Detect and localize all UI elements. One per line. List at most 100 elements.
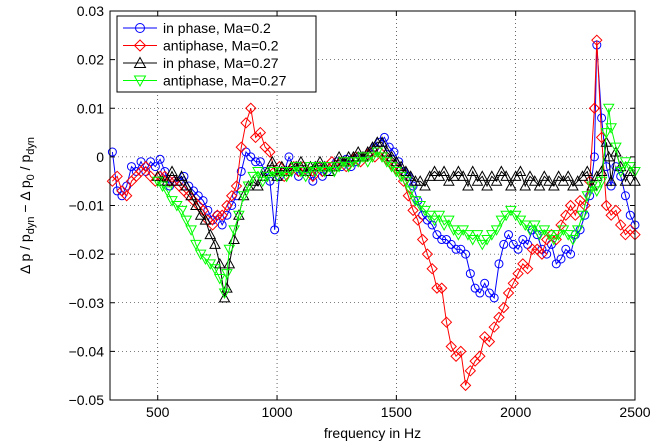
data-point [419, 180, 431, 191]
data-point [504, 230, 514, 240]
data-point [471, 230, 484, 241]
x-tick-label: 1000 [261, 404, 292, 420]
data-point [333, 162, 345, 173]
data-point [483, 335, 496, 348]
data-point [428, 165, 441, 176]
data-point [223, 244, 236, 256]
data-point [209, 238, 221, 249]
data-point [225, 190, 238, 202]
data-point [446, 239, 456, 249]
data-point [518, 235, 528, 245]
data-point [475, 288, 485, 298]
data-point [602, 103, 615, 115]
data-point [625, 210, 635, 220]
y-tick-label: 0.02 [77, 52, 104, 68]
data-point [284, 152, 294, 162]
y-tick-label: 0.03 [77, 3, 104, 19]
data-point [528, 220, 541, 231]
data-point [610, 142, 622, 154]
data-point [407, 204, 419, 217]
data-point [490, 225, 503, 236]
data-point [542, 249, 552, 259]
data-point [404, 170, 417, 181]
data-point [266, 155, 279, 167]
data-point [560, 209, 572, 221]
data-point [485, 230, 498, 241]
data-point [508, 239, 518, 249]
x-tick-label: 2500 [619, 404, 650, 420]
data-point [390, 155, 403, 167]
data-point [218, 288, 231, 300]
x-tick-labels: 500 1000 1500 2000 2500 [146, 404, 651, 420]
data-point [155, 154, 165, 164]
data-point [432, 230, 442, 240]
legend-entry: in phase, Ma=0.27 [123, 55, 279, 71]
data-point [480, 278, 490, 288]
legend-entry: antiphase, Ma=0.2 [123, 38, 279, 54]
data-point [421, 248, 434, 260]
data-point [499, 239, 509, 249]
data-point [295, 155, 307, 167]
data-point [117, 191, 127, 201]
data-point [206, 219, 219, 231]
data-point [194, 209, 207, 220]
data-point [500, 210, 512, 222]
data-point [528, 175, 541, 186]
data-point [493, 311, 505, 324]
data-point [590, 186, 603, 197]
data-point [494, 259, 504, 269]
data-point [485, 170, 498, 181]
data-point [333, 150, 345, 162]
y-tick-label: −0.05 [69, 392, 105, 408]
y-label-sub-c: dyn [25, 137, 37, 155]
data-point [481, 235, 493, 246]
data-point [548, 235, 560, 246]
data-point [438, 165, 450, 176]
data-point [414, 175, 427, 186]
data-point [610, 145, 622, 157]
data-point [209, 264, 221, 275]
data-point [431, 282, 443, 294]
legend-label: in phase, Ma=0.27 [163, 55, 279, 71]
data-point [400, 176, 412, 188]
y-tick-label: −0.04 [69, 343, 105, 359]
data-point [600, 199, 613, 212]
series-line [157, 108, 636, 294]
data-point [395, 160, 407, 172]
data-point [131, 166, 141, 176]
data-point [180, 215, 193, 227]
data-point [435, 282, 448, 294]
data-point [426, 263, 438, 275]
y-tick-label: −0.03 [69, 295, 105, 311]
data-point [452, 165, 465, 176]
data-point [588, 102, 601, 114]
data-point [502, 287, 515, 299]
data-point [433, 210, 446, 222]
data-point [533, 180, 546, 191]
y-axis-label: Δ p / pdyn − Δ p0 / pdyn [17, 137, 37, 274]
y-label-part-b: − Δ p [17, 180, 33, 216]
data-point [400, 165, 412, 176]
y-label-sub-b: 0 [25, 174, 37, 180]
data-point [228, 225, 240, 236]
legend-label: antiphase, Ma=0.2 [163, 38, 279, 54]
data-point [190, 239, 202, 251]
y-tick-label: 0 [96, 149, 104, 165]
data-point [140, 160, 152, 173]
data-point [246, 152, 256, 162]
data-point [285, 166, 298, 178]
data-point [564, 199, 577, 212]
data-point [428, 215, 441, 227]
data-point [180, 180, 193, 191]
data-point [247, 171, 260, 183]
data-point [498, 301, 510, 314]
data-point [443, 215, 455, 227]
legend-entry: antiphase, Ma=0.27 [123, 73, 287, 89]
data-point [507, 277, 520, 290]
data-point [461, 249, 471, 259]
data-point [464, 365, 477, 377]
data-point [538, 170, 551, 181]
data-point [524, 225, 536, 236]
data-point [318, 166, 331, 178]
